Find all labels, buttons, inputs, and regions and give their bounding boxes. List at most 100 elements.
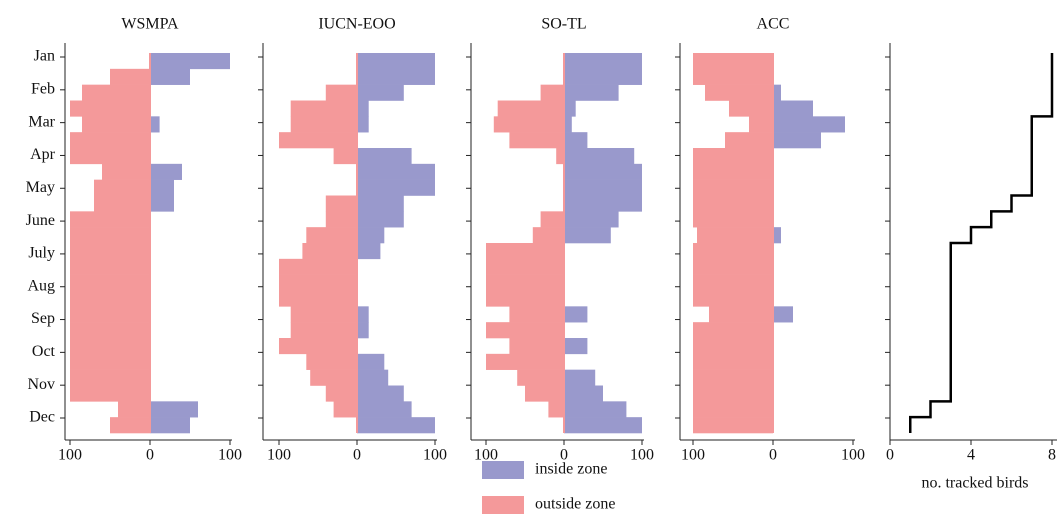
inside-bar xyxy=(564,385,603,402)
legend-label: outside zone xyxy=(535,496,615,513)
outside-bar xyxy=(693,401,773,418)
outside-bar xyxy=(749,116,773,133)
outside-bar xyxy=(486,243,564,260)
inside-bar xyxy=(564,179,642,196)
outside-bar xyxy=(540,211,564,228)
outside-bar xyxy=(110,68,150,85)
outside-bar xyxy=(486,353,564,370)
outside-bar xyxy=(306,353,357,370)
outside-bar xyxy=(325,84,357,101)
x-tick-label: 100 xyxy=(58,447,82,464)
inside-bar xyxy=(357,116,369,133)
outside-bar xyxy=(693,53,773,70)
outside-bar xyxy=(290,100,357,117)
inside-bar xyxy=(564,84,619,101)
outside-bar xyxy=(693,274,773,291)
y-tick-label: June xyxy=(26,212,55,229)
outside-bar xyxy=(94,179,150,196)
outside-bar xyxy=(306,227,357,244)
outside-bar xyxy=(525,385,564,402)
outside-bar xyxy=(709,306,773,323)
outside-bar xyxy=(82,84,150,101)
outside-bar xyxy=(333,401,357,418)
inside-bar xyxy=(357,53,435,70)
inside-bar xyxy=(564,100,576,117)
outside-bar xyxy=(118,401,150,418)
outside-bar xyxy=(486,274,564,291)
inside-bar xyxy=(564,195,642,212)
y-tick-label: Nov xyxy=(27,376,55,393)
inside-bar xyxy=(357,243,381,260)
outside-bar xyxy=(693,338,773,355)
y-tick-label: Jan xyxy=(34,48,55,65)
inside-bar xyxy=(357,179,435,196)
outside-bar xyxy=(497,100,564,117)
inside-bar xyxy=(150,195,174,212)
y-tick-label: Dec xyxy=(29,409,55,426)
inside-bar xyxy=(357,385,404,402)
legend-swatch xyxy=(482,496,524,514)
inside-bar xyxy=(357,369,389,386)
outside-bar xyxy=(70,369,150,386)
outside-bar xyxy=(302,243,357,260)
outside-bar xyxy=(548,401,564,418)
outside-bar xyxy=(82,116,150,133)
x-tick-label: 0 xyxy=(353,447,361,464)
outside-bar xyxy=(70,100,150,117)
inside-bar xyxy=(564,211,619,228)
inside-bar xyxy=(564,227,611,244)
inside-bar xyxy=(773,227,781,244)
outside-bar xyxy=(693,195,773,212)
outside-bar xyxy=(693,258,773,275)
outside-bar xyxy=(290,116,357,133)
inside-bar xyxy=(564,132,588,149)
x-tick-label: 0 xyxy=(146,447,154,464)
outside-bar xyxy=(693,163,773,180)
inside-bar xyxy=(564,338,588,355)
outside-bar xyxy=(486,290,564,307)
inside-bar xyxy=(773,132,821,149)
outside-bar xyxy=(279,290,357,307)
legend-label: inside zone xyxy=(535,461,607,478)
x-tick-label: 100 xyxy=(630,447,654,464)
outside-bar xyxy=(509,132,564,149)
outside-bar xyxy=(70,306,150,323)
inside-bar xyxy=(150,417,190,434)
outside-bar xyxy=(70,353,150,370)
x-tick-label: 8 xyxy=(1048,447,1056,464)
inside-bar xyxy=(773,84,781,101)
inside-bar xyxy=(150,53,230,70)
outside-bar xyxy=(310,369,357,386)
outside-bar xyxy=(693,353,773,370)
outside-bar xyxy=(70,132,150,149)
inside-bar xyxy=(150,179,174,196)
outside-bar xyxy=(693,68,773,85)
inside-bar xyxy=(357,148,412,165)
x-tick-label: 0 xyxy=(886,447,894,464)
outside-bar xyxy=(693,243,773,260)
inside-bar xyxy=(357,163,435,180)
outside-bar xyxy=(693,322,773,339)
y-tick-label: July xyxy=(28,245,55,262)
x-tick-label: 0 xyxy=(769,447,777,464)
outside-bar xyxy=(70,322,150,339)
inside-bar xyxy=(357,84,404,101)
inside-bar xyxy=(564,148,635,165)
outside-bar xyxy=(70,258,150,275)
outside-bar xyxy=(70,243,150,260)
x-tick-label: 100 xyxy=(474,447,498,464)
inside-bar xyxy=(564,306,588,323)
outside-bar xyxy=(70,227,150,244)
inside-bar xyxy=(357,417,435,434)
y-tick-label: Sep xyxy=(31,310,55,327)
inside-bar xyxy=(150,163,182,180)
outside-bar xyxy=(693,290,773,307)
outside-bar xyxy=(486,322,564,339)
outside-bar xyxy=(70,274,150,291)
inside-bar xyxy=(357,195,404,212)
outside-bar xyxy=(70,290,150,307)
y-tick-label: May xyxy=(26,179,55,196)
outside-bar xyxy=(94,195,150,212)
inside-bar xyxy=(357,306,369,323)
inside-bar xyxy=(357,227,385,244)
